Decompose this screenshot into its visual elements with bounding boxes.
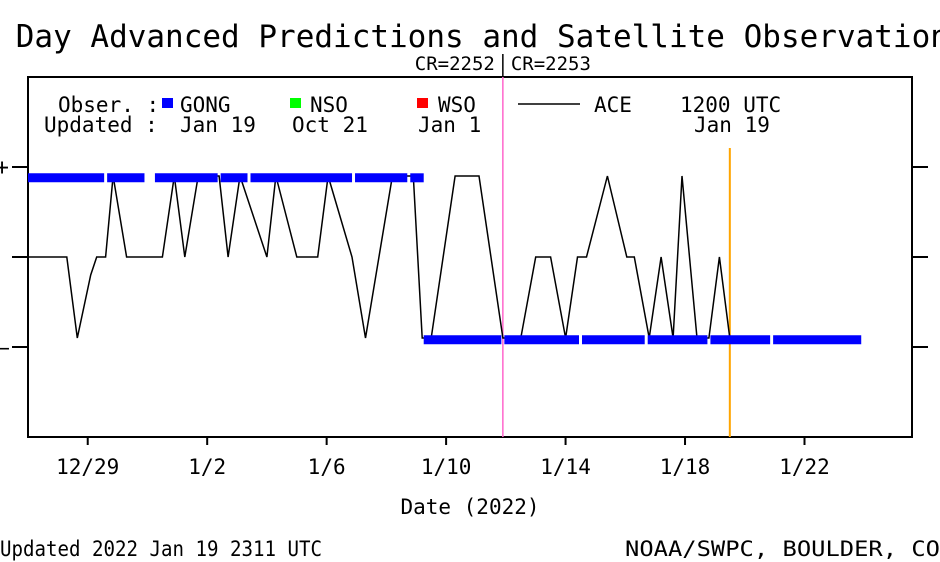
legend: Obser. : Updated : GONG Jan 19 NSO Oct 2…: [44, 93, 781, 137]
legend-updated-label: Updated :: [44, 113, 158, 137]
y-tick-label-0: +: [0, 155, 9, 181]
ace-line: [28, 175, 731, 339]
x-tick-label-0: 12/29: [56, 455, 119, 479]
x-tick-labels: 12/29 1/2 1/6 1/10 1/14 1/18 1/22: [56, 455, 830, 479]
legend-gong-name: GONG: [180, 93, 231, 117]
x-tick-label-3: 1/10: [421, 455, 472, 479]
x-tick-label-4: 1/14: [540, 455, 591, 479]
chart-title: 3 Day Advanced Predictions and Satellite…: [0, 19, 940, 55]
legend-wso-swatch: [417, 98, 428, 108]
legend-nso-updated: Oct 21: [292, 113, 368, 137]
legend-obser-label: Obser. :: [58, 93, 159, 117]
x-tick-label-1: 1/2: [188, 455, 226, 479]
vertical-markers: [502, 77, 731, 437]
legend-time-date: Jan 19: [694, 113, 770, 137]
x-tick-label-6: 1/22: [779, 455, 830, 479]
legend-gong-updated: Jan 19: [180, 113, 256, 137]
legend-ace-label: ACE: [594, 93, 632, 117]
footer-updated: Updated 2022 Jan 19 2311 UTC: [0, 537, 322, 561]
x-tick-label-2: 1/6: [308, 455, 346, 479]
carrington-labels: CR=2252 CR=2253: [415, 53, 591, 77]
gong-series: [28, 173, 862, 345]
legend-wso-updated: Jan 1: [418, 113, 481, 137]
legend-time-label: 1200 UTC: [680, 93, 781, 117]
ace-series: [28, 175, 731, 339]
carrington-left-label-0: CR=2252: [415, 53, 495, 75]
x-axis-label: Date (2022): [400, 495, 539, 519]
y-tick-label-2: –: [0, 335, 9, 361]
legend-gong-swatch: [162, 98, 173, 108]
legend-nso-name: NSO: [310, 93, 348, 117]
legend-wso-name: WSO: [438, 93, 476, 117]
carrington-right-label-0: CR=2253: [511, 53, 591, 75]
footer-credit: NOAA/SWPC, BOULDER, CO: [625, 537, 940, 561]
axis-ticks: +–: [0, 155, 928, 445]
legend-nso-swatch: [290, 98, 301, 108]
x-tick-label-5: 1/18: [660, 455, 711, 479]
